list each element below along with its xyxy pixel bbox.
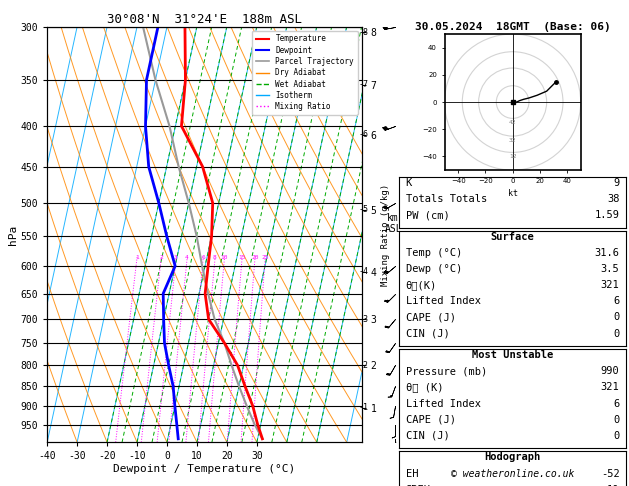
Text: 6: 6 [201,255,205,260]
Text: Hodograph: Hodograph [484,452,541,463]
Text: 3.5: 3.5 [601,264,620,275]
Text: 2: 2 [159,255,163,260]
Text: PW (cm): PW (cm) [406,210,450,221]
Text: Dewp (°C): Dewp (°C) [406,264,462,275]
Text: Totals Totals: Totals Totals [406,194,487,205]
Text: -4: -4 [359,267,369,276]
Text: -52: -52 [601,469,620,479]
Text: -3: -3 [359,314,369,324]
Text: CAPE (J): CAPE (J) [406,312,455,323]
Text: 1.59: 1.59 [594,210,620,221]
X-axis label: Dewpoint / Temperature (°C): Dewpoint / Temperature (°C) [113,464,296,474]
Text: © weatheronline.co.uk: © weatheronline.co.uk [451,469,574,479]
Text: -1: -1 [359,403,369,412]
Legend: Temperature, Dewpoint, Parcel Trajectory, Dry Adiabat, Wet Adiabat, Isotherm, Mi: Temperature, Dewpoint, Parcel Trajectory… [252,31,358,115]
Text: 12: 12 [509,155,516,159]
Text: Temp (°C): Temp (°C) [406,248,462,259]
Text: 321: 321 [601,280,620,291]
Text: 10: 10 [607,485,620,486]
Text: 0: 0 [613,415,620,425]
Text: CIN (J): CIN (J) [406,329,450,339]
Text: θᴄ(K): θᴄ(K) [406,280,437,291]
Text: SREH: SREH [406,485,431,486]
Text: K: K [406,178,412,189]
Text: Mixing Ratio (g/kg): Mixing Ratio (g/kg) [381,183,391,286]
Text: 42: 42 [509,121,516,125]
Text: θᴄ (K): θᴄ (K) [406,382,443,393]
Text: 32: 32 [509,138,516,143]
Text: 8: 8 [213,255,217,260]
Y-axis label: hPa: hPa [8,225,18,244]
Text: -7: -7 [359,80,369,89]
Text: 6: 6 [613,296,620,307]
Text: Most Unstable: Most Unstable [472,350,554,361]
Text: CIN (J): CIN (J) [406,431,450,441]
Text: -8: -8 [359,28,369,37]
Text: 38: 38 [607,194,620,205]
Text: Lifted Index: Lifted Index [406,399,481,409]
Text: 25: 25 [261,255,269,260]
Text: 31.6: 31.6 [594,248,620,259]
Text: -5: -5 [359,206,369,214]
Text: 20: 20 [251,255,259,260]
Text: 0: 0 [613,329,620,339]
Text: 6: 6 [613,399,620,409]
Text: 321: 321 [601,382,620,393]
Text: 30.05.2024  18GMT  (Base: 06): 30.05.2024 18GMT (Base: 06) [415,22,611,32]
X-axis label: kt: kt [508,189,518,198]
Text: -6: -6 [359,130,369,139]
Title: 30°08'N  31°24'E  188m ASL: 30°08'N 31°24'E 188m ASL [107,13,302,26]
Text: 4: 4 [185,255,189,260]
Text: 0: 0 [613,312,620,323]
Text: 990: 990 [601,366,620,377]
Text: 15: 15 [238,255,246,260]
Text: 10: 10 [221,255,228,260]
Text: Surface: Surface [491,232,535,243]
Text: 3: 3 [174,255,178,260]
Text: Pressure (mb): Pressure (mb) [406,366,487,377]
Text: 9: 9 [613,178,620,189]
Text: EH: EH [406,469,418,479]
Text: -2: -2 [359,361,369,370]
Text: 1: 1 [135,255,138,260]
Text: 0: 0 [613,431,620,441]
Y-axis label: km
ASL: km ASL [384,213,402,235]
Text: Lifted Index: Lifted Index [406,296,481,307]
Text: CAPE (J): CAPE (J) [406,415,455,425]
